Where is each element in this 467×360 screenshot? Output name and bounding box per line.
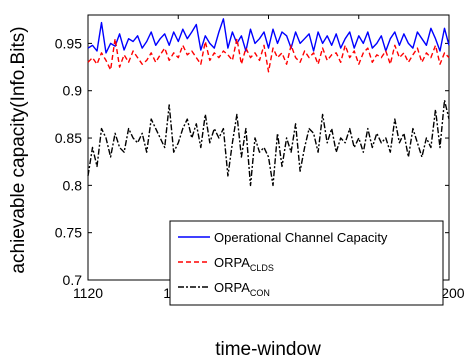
legend-label-operational: Operational Channel Capacity xyxy=(214,230,388,245)
y-tick-label: 0.95 xyxy=(55,35,82,51)
y-tick-label: 0.8 xyxy=(63,177,83,193)
legend-orpa-con-sub: CON xyxy=(250,288,270,298)
series-operational-channel-capacity xyxy=(87,18,450,54)
legend-orpa-clds-sub: CLDS xyxy=(250,263,274,273)
legend: Operational Channel Capacity ORPACLDS OR… xyxy=(169,220,444,306)
y-tick-label: 0.85 xyxy=(55,130,82,146)
legend-box xyxy=(169,220,444,306)
x-axis-label: time-window xyxy=(215,339,321,360)
legend-label-orpa-clds: ORPACLDS xyxy=(214,255,274,273)
legend-label-orpa-con: ORPACON xyxy=(214,280,270,298)
series-orpa-con xyxy=(87,99,450,187)
y-tick-label: 0.7 xyxy=(63,272,83,288)
series-layer xyxy=(87,18,450,187)
legend-orpa-clds-main: ORPA xyxy=(214,255,250,270)
series-orpa-clds xyxy=(87,38,450,73)
y-axis-label: achievable capacity(Info.Bits) xyxy=(8,26,29,273)
x-tick-label: 1120 xyxy=(73,285,103,301)
y-tick-label: 0.9 xyxy=(63,83,83,99)
legend-orpa-con-main: ORPA xyxy=(214,280,250,295)
y-tick-label: 0.75 xyxy=(55,225,82,241)
